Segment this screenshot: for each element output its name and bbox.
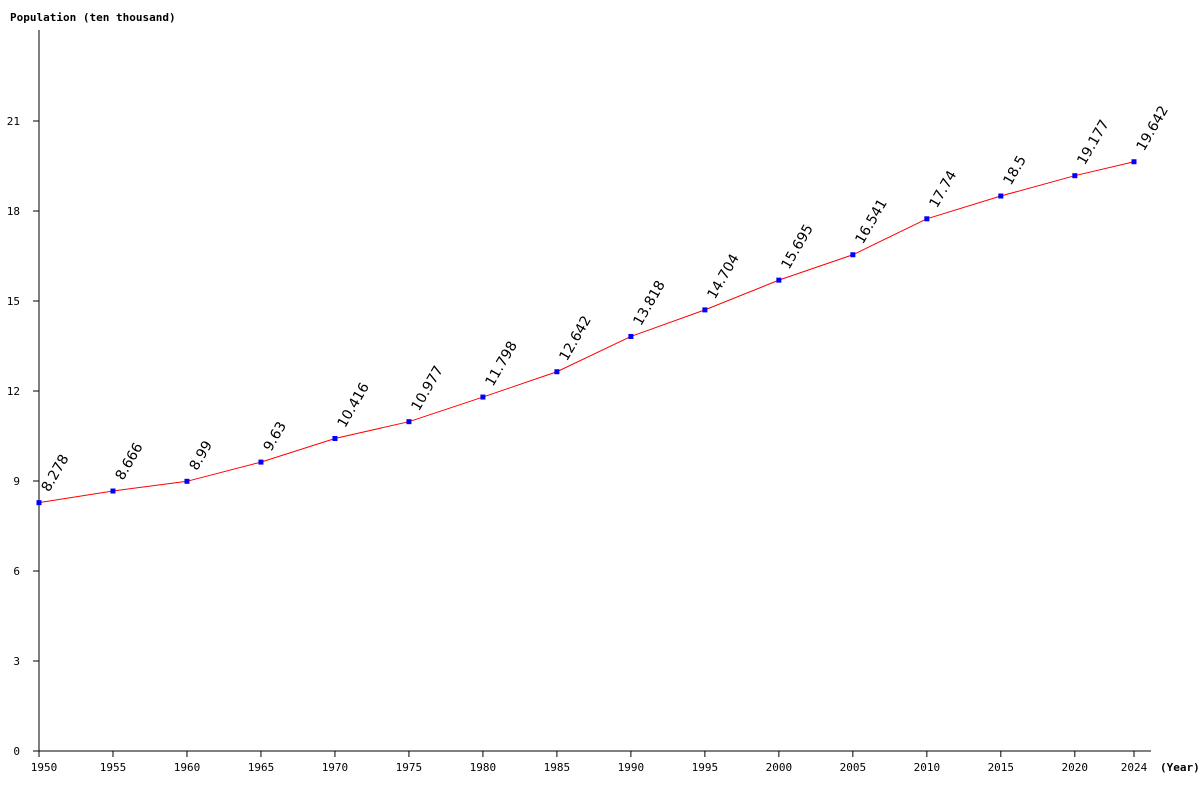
x-tick-label: 1995: [692, 761, 719, 774]
data-point: [702, 307, 708, 313]
data-label: 13.818: [630, 278, 668, 328]
data-point: [628, 333, 634, 339]
data-label: 19.642: [1134, 103, 1172, 153]
y-tick-label: 18: [7, 205, 20, 218]
x-tick-label: 1975: [396, 761, 423, 774]
x-tick-label: 1970: [322, 761, 349, 774]
y-axis-title: Population (ten thousand): [10, 11, 176, 24]
x-tick-label: 2005: [840, 761, 867, 774]
x-tick-label: 1965: [248, 761, 275, 774]
y-ticks: 0 3 6 9 12 15 18 21: [7, 115, 39, 758]
data-label: 9.63: [261, 419, 290, 454]
series-group: [36, 159, 1137, 506]
x-tick-label: 1955: [100, 761, 127, 774]
x-axis-title: (Year): [1160, 761, 1200, 774]
x-tick-label: 1980: [470, 761, 497, 774]
x-tick-label: 1960: [174, 761, 201, 774]
series-line: [38, 161, 1135, 504]
data-label: 11.798: [483, 339, 521, 389]
data-label: 19.177: [1074, 117, 1112, 167]
data-label: 10.977: [409, 363, 447, 413]
data-point: [36, 500, 42, 506]
data-point: [554, 369, 560, 375]
data-point: [998, 193, 1004, 199]
x-tick-label: 2015: [988, 761, 1015, 774]
x-tick-label: 2024: [1121, 761, 1148, 774]
data-point: [110, 488, 116, 494]
data-point: [776, 277, 782, 283]
x-tick-label: 1990: [618, 761, 645, 774]
data-label: 8.278: [39, 452, 73, 495]
data-label: 18.5: [1000, 153, 1029, 188]
data-point: [406, 419, 412, 425]
data-point: [1131, 159, 1137, 165]
x-tick-label: 2000: [766, 761, 793, 774]
data-label: 15.695: [778, 222, 816, 272]
y-tick-label: 21: [7, 115, 20, 128]
data-point: [258, 459, 264, 465]
data-label: 8.666: [113, 440, 147, 483]
x-tick-label: 1950: [31, 761, 58, 774]
x-tick-label: 1985: [544, 761, 571, 774]
data-label: 14.704: [704, 251, 742, 302]
y-tick-label: 0: [13, 745, 20, 758]
data-label: 10.416: [335, 380, 373, 431]
data-point: [184, 478, 190, 484]
data-point: [924, 216, 930, 222]
data-point: [480, 394, 486, 400]
y-tick-label: 12: [7, 385, 20, 398]
y-tick-label: 6: [13, 565, 20, 578]
data-point: [1072, 173, 1078, 179]
x-tick-label: 2010: [914, 761, 941, 774]
data-point: [332, 436, 338, 442]
data-label: 8.99: [187, 438, 216, 473]
y-tick-label: 3: [13, 655, 20, 668]
data-point: [850, 252, 856, 258]
x-tick-label: 2020: [1062, 761, 1089, 774]
y-tick-label: 15: [7, 295, 20, 308]
y-tick-label: 9: [13, 475, 20, 488]
x-ticks: 1950 1955 1960 1965 1970 1975 1980 1985 1990 1995…: [31, 751, 1148, 774]
data-label: 17.74: [926, 168, 960, 211]
